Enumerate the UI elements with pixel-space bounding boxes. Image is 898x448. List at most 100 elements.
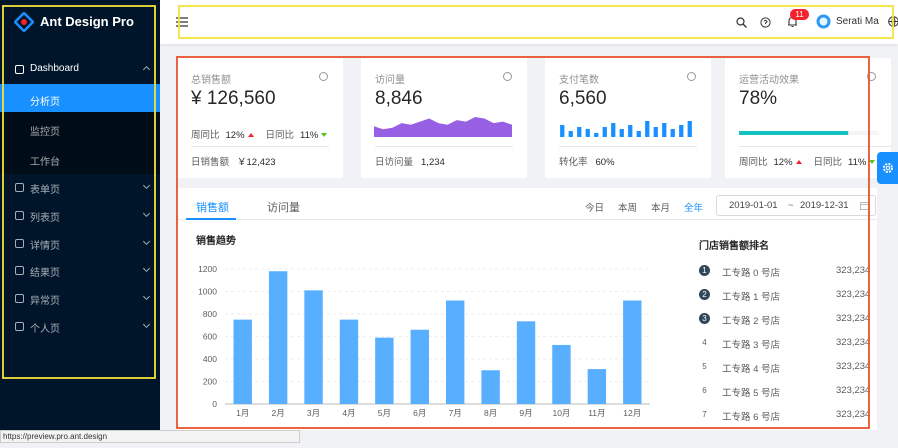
language-icon[interactable] bbox=[888, 16, 898, 27]
rank-badge: 7 bbox=[702, 410, 707, 419]
range-link[interactable]: 本周 bbox=[618, 203, 638, 214]
menu-label: 结果页 bbox=[30, 268, 60, 280]
settings-drawer-button[interactable] bbox=[877, 152, 898, 184]
y-tick-label: 200 bbox=[203, 377, 217, 387]
sidebar: Ant Design Pro Dashboard 分析页监控页工作台表单页列表页详… bbox=[0, 0, 160, 430]
trend-label: 日同比 bbox=[265, 130, 295, 141]
submenu-item[interactable]: 分析页 bbox=[0, 84, 160, 112]
progress-bar bbox=[739, 131, 849, 135]
bar bbox=[636, 131, 641, 137]
tab[interactable]: 销售额 bbox=[196, 202, 229, 214]
logo-icon bbox=[14, 12, 34, 32]
rank-badge: 2 bbox=[699, 289, 710, 300]
card-footer: 日销售额 ￥12,423 bbox=[191, 154, 276, 168]
bar bbox=[268, 271, 288, 404]
card-title: 总销售额 bbox=[191, 75, 231, 86]
card-value: ¥ 126,560 bbox=[191, 88, 276, 109]
user-name[interactable]: Serati Ma bbox=[836, 16, 879, 27]
trend-value: 12% bbox=[773, 157, 793, 168]
store-sales: 323,234 bbox=[836, 289, 871, 300]
bar bbox=[587, 369, 607, 404]
card-divider bbox=[739, 146, 891, 147]
x-tick-label: 3月 bbox=[307, 408, 320, 418]
range-link[interactable]: 本月 bbox=[651, 203, 671, 214]
arrow-down bbox=[321, 133, 328, 138]
submenu: 分析页监控页工作台 bbox=[0, 84, 160, 174]
date-end: 2019-12-31 bbox=[800, 200, 849, 211]
footer-value: 1,234 bbox=[421, 157, 445, 168]
store-sales: 323,234 bbox=[836, 385, 871, 396]
store-sales: 323,234 bbox=[836, 337, 871, 348]
bar bbox=[585, 129, 590, 137]
menu-item[interactable]: 列表页 bbox=[0, 206, 160, 224]
card-divider bbox=[191, 146, 329, 147]
menu-arrow bbox=[142, 65, 151, 74]
footer-value: 60% bbox=[595, 157, 615, 168]
y-tick-label: 600 bbox=[203, 332, 217, 342]
menu-item[interactable]: 异常页 bbox=[0, 289, 160, 307]
footer-label: 日访问量 bbox=[375, 157, 414, 168]
submenu-label: 分析页 bbox=[30, 97, 60, 108]
menu-label: 个人页 bbox=[30, 324, 60, 335]
range-link[interactable]: 全年 bbox=[684, 203, 704, 214]
menu-arrow bbox=[142, 181, 151, 190]
y-tick-label: 1000 bbox=[198, 287, 217, 297]
bar bbox=[628, 125, 633, 137]
bar bbox=[679, 125, 684, 137]
search-icon[interactable] bbox=[736, 17, 747, 28]
logo-text: Ant Design Pro bbox=[40, 14, 134, 29]
store-name: 工专路 2 号店 bbox=[722, 316, 781, 327]
submenu-item[interactable]: 监控页 bbox=[0, 114, 160, 142]
help-icon[interactable] bbox=[760, 17, 771, 28]
menu-label: Dashboard bbox=[30, 63, 79, 74]
y-tick-label: 400 bbox=[203, 354, 217, 364]
store-sales: 323,234 bbox=[836, 409, 871, 420]
trend-value: 12% bbox=[225, 130, 245, 141]
rank-badge: 6 bbox=[702, 386, 707, 395]
card-divider bbox=[375, 146, 513, 147]
menu-icon bbox=[15, 210, 24, 220]
rank-badge: 1 bbox=[699, 265, 710, 276]
submenu-label: 工作台 bbox=[30, 157, 60, 168]
menu-arrow bbox=[142, 209, 151, 217]
bar bbox=[481, 370, 500, 404]
trend-label: 日同比 bbox=[813, 157, 843, 168]
visits-sparkline bbox=[374, 117, 512, 137]
store-name: 工专路 3 号店 bbox=[722, 340, 781, 351]
menu-item[interactable]: 详情页 bbox=[0, 234, 160, 252]
menu-item[interactable]: 结果页 bbox=[0, 261, 160, 279]
bar bbox=[687, 121, 692, 137]
x-tick-label: 10月 bbox=[552, 408, 570, 418]
stat-card: 运营活动效果 78% 周同比 12% 日同比 11% bbox=[725, 58, 891, 178]
header: 11 Serati Ma bbox=[160, 0, 898, 44]
x-tick-label: 12月 bbox=[623, 408, 641, 418]
y-tick-label: 0 bbox=[212, 399, 217, 409]
range-link[interactable]: 今日 bbox=[585, 203, 605, 214]
bar bbox=[577, 127, 582, 137]
rank-badge: 3 bbox=[699, 313, 710, 324]
avatar[interactable] bbox=[816, 14, 831, 29]
menu-item[interactable]: 个人页 bbox=[0, 317, 160, 335]
progress bbox=[739, 131, 879, 135]
menu-item[interactable]: Dashboard bbox=[0, 60, 160, 78]
bar bbox=[560, 125, 565, 137]
submenu-item[interactable]: 工作台 bbox=[0, 144, 160, 172]
info-icon bbox=[319, 72, 328, 81]
bar bbox=[375, 337, 394, 404]
menu-toggle[interactable] bbox=[176, 16, 188, 28]
calendar-icon[interactable] bbox=[860, 201, 869, 210]
arrow-up bbox=[795, 160, 802, 165]
menu-label: 列表页 bbox=[30, 212, 60, 224]
footer-label: 转化率 bbox=[559, 157, 588, 168]
bar bbox=[662, 123, 667, 137]
date-separator: ~ bbox=[788, 200, 794, 211]
tab[interactable]: 访问量 bbox=[267, 202, 300, 214]
menu-label: 表单页 bbox=[30, 185, 60, 196]
menu-arrow bbox=[142, 320, 151, 329]
x-tick-label: 8月 bbox=[484, 408, 497, 418]
menu-item[interactable]: 表单页 bbox=[0, 178, 160, 196]
trend-value: 11% bbox=[300, 130, 319, 141]
arrow-up bbox=[247, 133, 254, 138]
footer-label: 日销售额 bbox=[191, 157, 230, 168]
card-footer: 转化率 60% bbox=[559, 154, 615, 168]
